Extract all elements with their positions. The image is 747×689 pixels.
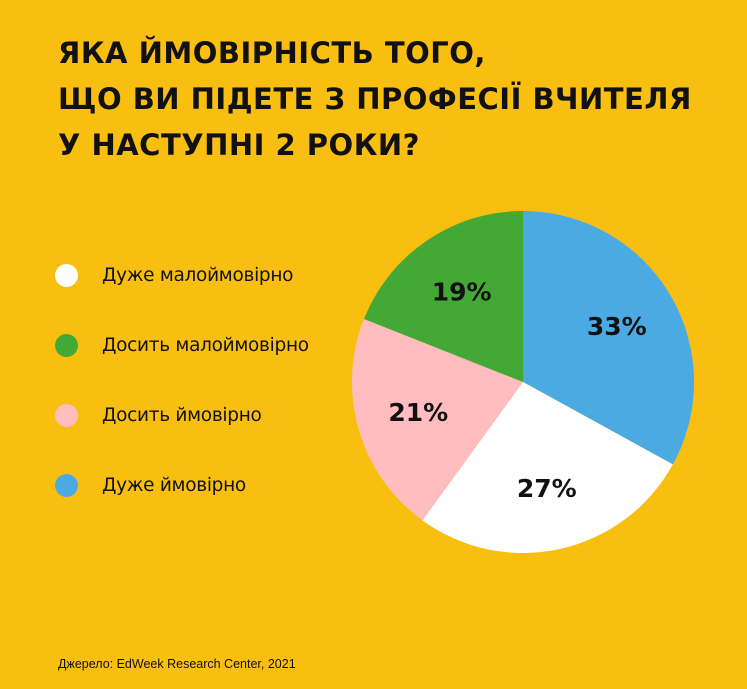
legend-item: Дуже ймовірно (55, 468, 309, 502)
chart-title: ЯКА ЙМОВІРНІСТЬ ТОГО, ЩО ВИ ПІДЕТЕ З ПРО… (58, 36, 692, 162)
slice-value-label: 21% (388, 398, 448, 427)
pie-slice (352, 319, 523, 521)
slice-value-label: 27% (517, 474, 577, 503)
source-note: Джерело: EdWeek Research Center, 2021 (58, 657, 296, 671)
pie-slice (523, 211, 695, 465)
legend-label: Досить малоймовірно (102, 334, 309, 356)
pie-slice (422, 382, 673, 553)
legend-label: Досить ймовірно (102, 404, 262, 426)
legend-label: Дуже малоймовірно (102, 264, 294, 286)
slice-value-label: 19% (432, 277, 492, 306)
legend-item: Досить малоймовірно (55, 328, 309, 362)
legend-label: Дуже ймовірно (102, 474, 246, 496)
chart-legend: Дуже малоймовірно Досить малоймовірно До… (55, 258, 309, 538)
legend-swatch (55, 473, 78, 497)
legend-item: Досить ймовірно (55, 398, 309, 432)
legend-swatch (55, 403, 78, 427)
pie-slice (364, 211, 523, 382)
legend-swatch (55, 333, 78, 357)
legend-swatch (55, 263, 78, 287)
legend-item: Дуже малоймовірно (55, 258, 309, 292)
slice-value-label: 33% (587, 312, 647, 341)
